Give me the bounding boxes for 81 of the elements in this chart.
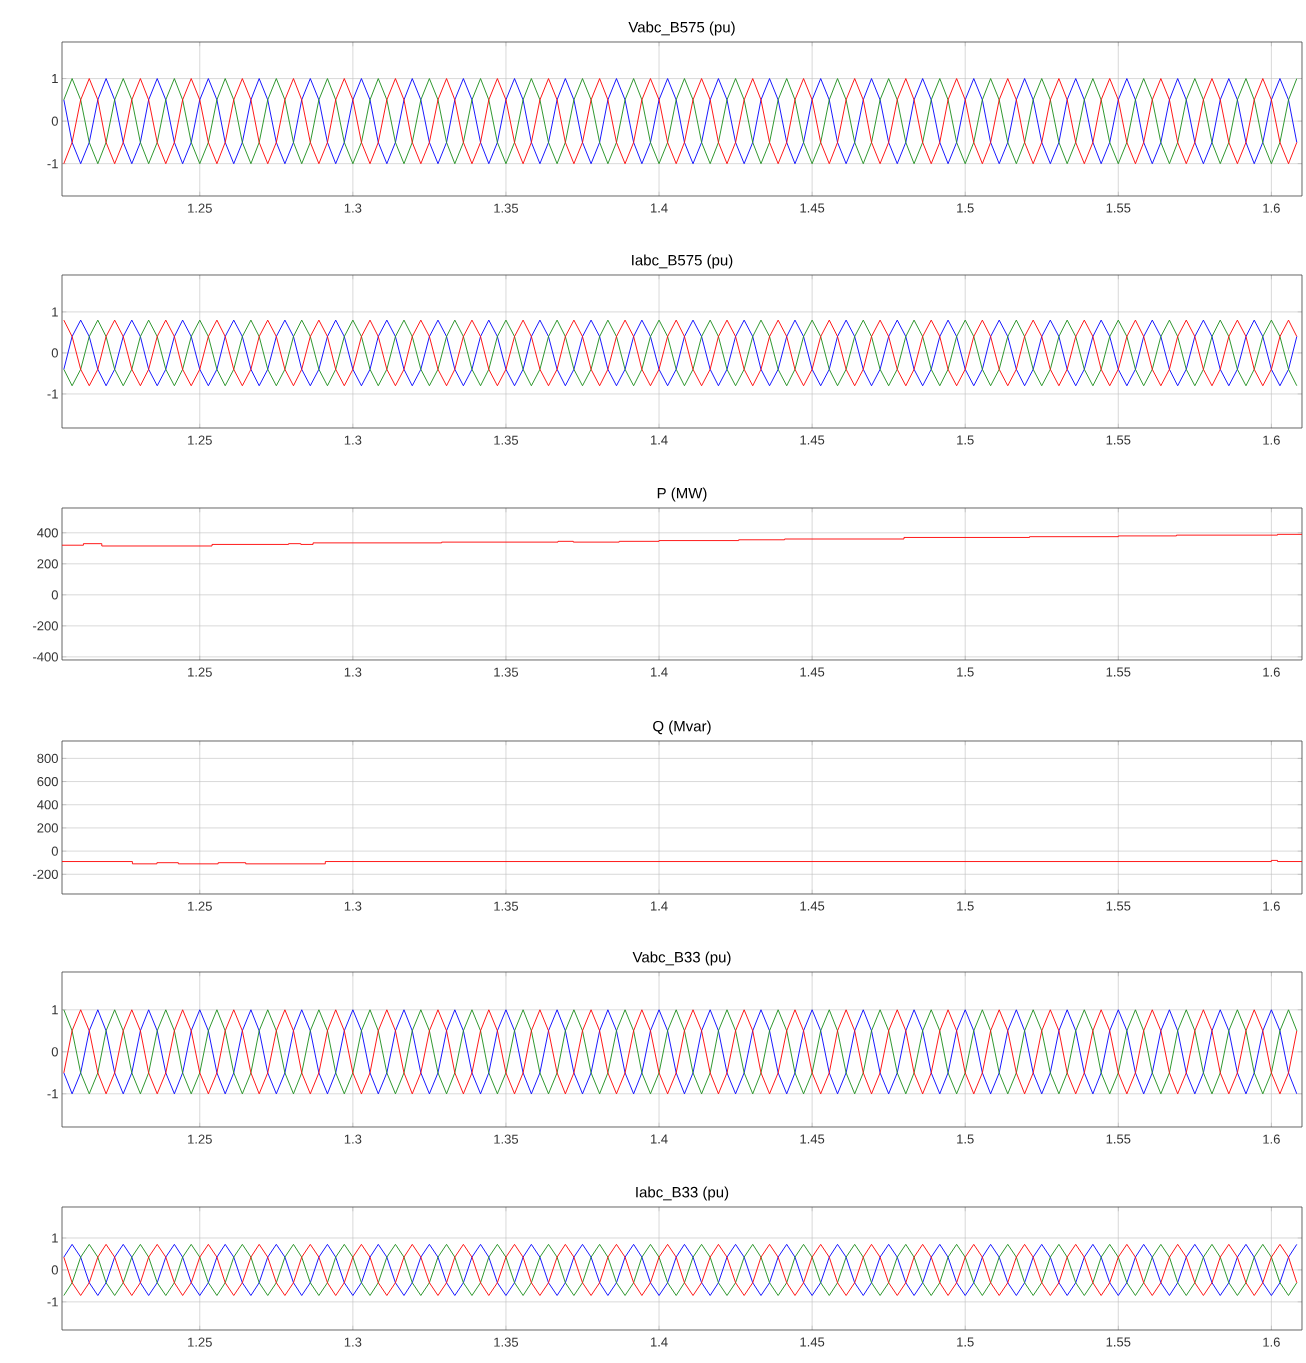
y-tick-label: 0: [51, 1047, 58, 1057]
x-tick-label: 1.45: [800, 1337, 825, 1347]
x-tick-label: 1.55: [1106, 901, 1131, 911]
x-tick-label: 1.45: [800, 435, 825, 445]
x-tick-label: 1.45: [800, 1134, 825, 1144]
y-tick-label: -200: [33, 621, 58, 631]
x-tick-label: 1.4: [650, 203, 668, 213]
y-tick-label: 0: [51, 1265, 58, 1275]
x-tick-label: 1.5: [957, 203, 974, 213]
x-tick-label: 1.5: [957, 901, 974, 911]
y-tick-label: 200: [37, 559, 58, 569]
x-tick-label: 1.6: [1263, 901, 1280, 911]
chart-title: Vabc_B33 (pu): [632, 951, 731, 966]
x-tick-label: 1.3: [344, 667, 362, 677]
x-tick-label: 1.3: [344, 1337, 362, 1347]
line-series: [63, 78, 1298, 165]
x-tick-label: 1.25: [188, 667, 212, 677]
chart-title: P (MW): [657, 487, 707, 502]
chart-title: Vabc_B575 (pu): [628, 21, 735, 36]
x-tick-label: 1.35: [494, 203, 519, 213]
x-tick-label: 1.35: [494, 667, 519, 677]
y-tick-label: 600: [37, 776, 58, 787]
y-tick-label: -1: [47, 1297, 58, 1307]
x-tick-label: 1.25: [188, 203, 212, 213]
y-tick-label: 1: [52, 1233, 58, 1243]
chart-title: Iabc_B575 (pu): [632, 254, 733, 269]
x-tick-label: 1.3: [344, 901, 362, 911]
x-tick-label: 1.4: [650, 1337, 668, 1347]
x-tick-label: 1.6: [1263, 435, 1280, 445]
x-tick-label: 1.6: [1263, 1134, 1280, 1144]
x-tick-label: 1.45: [800, 203, 825, 213]
x-tick-label: 1.5: [957, 435, 974, 445]
y-tick-label: -400: [33, 652, 58, 662]
x-tick-label: 1.35: [494, 435, 519, 445]
x-tick-label: 1.6: [1263, 1337, 1280, 1347]
x-tick-label: 1.5: [957, 1337, 974, 1347]
x-tick-label: 1.4: [650, 901, 668, 911]
y-tick-label: 1: [52, 74, 58, 84]
x-tick-label: 1.55: [1106, 667, 1131, 677]
x-tick-label: 1.25: [188, 901, 212, 911]
x-tick-label: 1.35: [494, 1337, 519, 1347]
x-tick-label: 1.35: [494, 901, 519, 911]
y-tick-label: -1: [47, 389, 58, 399]
y-tick-label: -200: [33, 869, 58, 879]
x-tick-label: 1.45: [800, 667, 825, 677]
line-series: [63, 319, 1298, 387]
x-tick-label: 1.6: [1263, 667, 1280, 677]
x-tick-label: 1.3: [344, 1134, 362, 1144]
x-tick-label: 1.55: [1106, 1337, 1131, 1347]
x-tick-label: 1.6: [1263, 203, 1280, 213]
y-tick-label: 200: [37, 823, 58, 833]
x-tick-label: 1.55: [1106, 1134, 1131, 1144]
y-tick-label: 400: [37, 800, 58, 810]
x-tick-label: 1.5: [957, 1134, 974, 1144]
x-tick-label: 1.25: [188, 435, 212, 445]
x-tick-label: 1.55: [1106, 203, 1131, 213]
y-tick-label: 0: [51, 590, 58, 600]
x-tick-label: 1.25: [188, 1337, 212, 1347]
y-tick-label: -1: [47, 159, 58, 169]
x-tick-label: 1.3: [344, 203, 362, 213]
y-tick-label: 800: [37, 753, 58, 763]
line-series: [63, 1009, 1298, 1095]
x-tick-label: 1.4: [650, 435, 668, 445]
x-tick-label: 1.55: [1106, 435, 1131, 445]
x-tick-label: 1.4: [650, 667, 668, 677]
y-tick-label: 400: [37, 528, 58, 538]
y-tick-label: 0: [51, 846, 58, 856]
x-tick-label: 1.5: [957, 667, 974, 677]
y-tick-label: 1: [52, 1005, 58, 1015]
x-tick-label: 1.3: [344, 435, 362, 445]
y-tick-label: 0: [51, 116, 58, 126]
x-tick-label: 1.25: [188, 1134, 212, 1144]
x-tick-label: 1.45: [800, 901, 825, 911]
y-tick-label: 1: [52, 307, 58, 317]
y-tick-label: -1: [47, 1089, 58, 1099]
y-tick-label: 0: [51, 348, 58, 358]
chart-title: Iabc_B33 (pu): [636, 1186, 729, 1201]
chart-title: Q (Mvar): [653, 720, 711, 735]
line-series: [63, 1243, 1298, 1296]
x-tick-label: 1.4: [650, 1134, 668, 1144]
x-tick-label: 1.35: [494, 1134, 519, 1144]
